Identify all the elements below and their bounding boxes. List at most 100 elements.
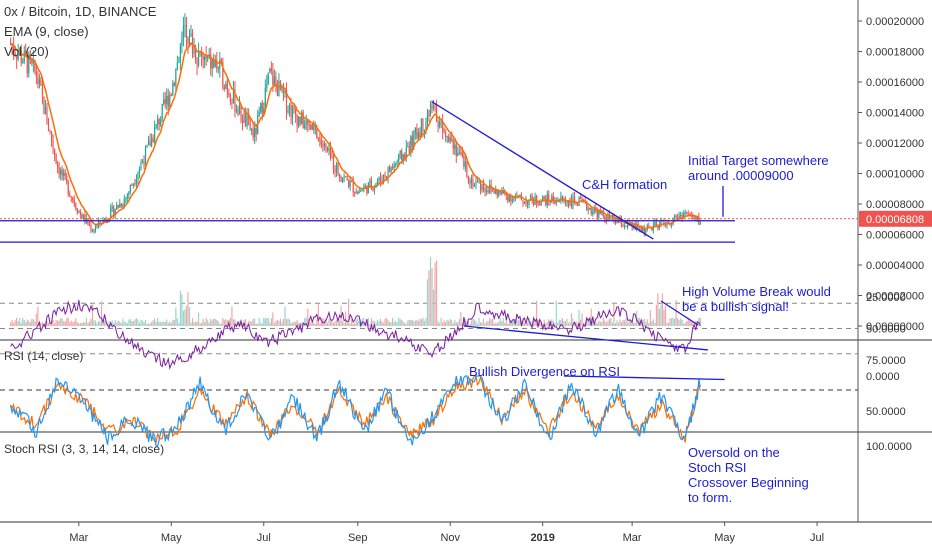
volume-bar [258,317,260,326]
volume-bar [154,318,156,326]
candle-body [105,219,107,221]
candle-body [317,137,319,139]
candle-body [481,183,483,191]
volume-bar [354,323,356,326]
candle-body [405,147,407,159]
volume-bar [672,317,674,326]
candle-body [360,190,362,192]
candle-body [116,205,118,210]
candle-body [276,83,279,97]
candle-body [17,54,19,60]
volume-bar [357,318,359,326]
candle-body [125,198,127,200]
candle-body [41,85,44,97]
candle-body [548,194,550,202]
candle-body [699,223,701,225]
price-tick-label: 0.00018000 [866,47,924,59]
volume-bar [542,323,544,326]
volume-bar [596,323,598,326]
candle-body [61,169,63,176]
candle-body [269,68,271,73]
volume-bar [226,320,228,326]
volume-bar [210,319,212,326]
candle-body [72,197,74,200]
candle-body [404,154,406,159]
volume-bar [692,322,694,326]
candle-body [23,50,25,62]
volume-bar [63,321,65,326]
volume-bar [267,317,269,326]
candle-body [123,199,125,206]
volume-bar [496,322,498,326]
candle-body [695,215,697,220]
volume-bar [23,320,25,326]
volume-bar [22,318,24,326]
volume-bar [214,318,216,326]
volume-bar [683,323,685,326]
candle-body [513,197,515,200]
volume-bar [513,318,515,326]
candle-body [448,136,450,142]
candle-body [540,201,542,206]
candle-body [111,206,113,209]
candle-body [228,91,230,96]
volume-bar [673,318,676,326]
candle-body [337,163,339,175]
volume-bar [578,309,580,326]
candle-body [63,172,65,176]
candle-body [103,219,106,221]
candle-body [305,120,307,124]
candle-body [478,181,480,183]
volume-bar [369,323,371,326]
price-tick-label: 0.00002000 [866,291,924,303]
volume-bar [516,319,518,326]
candle-body [246,115,248,127]
volume-bar [134,319,136,326]
candle-body [216,60,218,69]
candle-body [178,61,180,63]
stoch-annotation-line1: Oversold on the [688,445,780,460]
volume-bar [648,323,650,326]
candle-body [505,193,507,196]
candle-body [235,108,238,112]
candle-body [157,119,159,125]
candle-body [590,207,592,214]
time-tick-label: Sep [348,532,368,544]
volume-bar [376,319,379,326]
volume-bar [657,293,659,326]
candle-body [378,177,380,183]
rsi-series [10,300,701,370]
candle-body [110,208,112,219]
volume-bar [290,322,292,326]
candle-body [307,120,309,125]
volume-bar [489,317,491,326]
volume-bar [241,323,244,326]
volume-bar [642,319,644,326]
volume-bar [388,322,391,326]
volume-bar [405,323,407,326]
candle-body [372,187,374,190]
candle-body [52,141,54,149]
volume-bar [319,323,321,326]
target-annotation-line1: Initial Target somewhere [688,153,829,168]
candle-body [439,122,441,127]
volume-bar [399,318,401,326]
candle-body [396,161,398,164]
price-tick-label: 0.00000000 [866,321,924,333]
candle-body [529,195,532,200]
volume-bar [308,319,310,326]
candle-body [70,196,72,198]
candle-body [140,163,142,169]
volume-bar [176,318,178,326]
volume-bar [225,319,227,326]
candle-body [602,211,604,216]
volume-bar [97,320,100,326]
volume-bar [216,319,218,326]
candle-body [241,119,244,123]
volume-bar [532,321,535,326]
candle-body [26,55,28,74]
candle-body [197,52,200,66]
volume-bar [460,311,462,326]
candle-body [354,192,356,194]
